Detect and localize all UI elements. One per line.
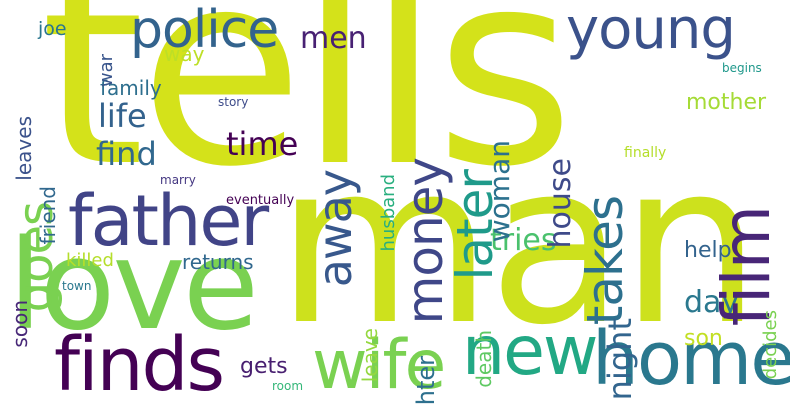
word-men: men xyxy=(300,21,367,56)
word-home: home xyxy=(592,316,790,402)
word-young: young xyxy=(566,0,736,62)
word-finds: finds xyxy=(54,322,225,405)
word-police: police xyxy=(130,0,279,60)
word-war: war xyxy=(96,54,117,88)
word-tells: tells xyxy=(40,0,575,226)
word-night: night xyxy=(601,318,639,401)
word-help: help xyxy=(684,238,732,263)
word-friend: friend xyxy=(36,186,60,245)
word-way: way xyxy=(164,42,205,66)
word-killed: killed xyxy=(66,250,114,271)
word-eventually: eventually xyxy=(226,193,295,208)
word-leave: leave xyxy=(358,328,382,383)
word-finally: finally xyxy=(624,145,667,161)
word-returns: returns xyxy=(182,250,254,274)
word-wife: wife xyxy=(312,326,446,405)
word-story: story xyxy=(218,95,249,109)
word-death: death xyxy=(472,330,496,388)
word-mother: mother xyxy=(686,90,767,115)
word-husband: husband xyxy=(378,174,399,252)
word-begins: begins xyxy=(722,61,762,75)
word-find: find xyxy=(96,135,157,173)
word-room: room xyxy=(272,379,304,393)
word-woman: woman xyxy=(483,140,516,243)
word-gets: gets xyxy=(240,354,288,379)
word-money: money xyxy=(396,158,454,325)
word-life: life xyxy=(98,97,147,135)
word-love: love xyxy=(8,214,259,358)
word-soon: soon xyxy=(8,300,32,348)
word-time: time xyxy=(226,125,299,163)
word-house: house xyxy=(543,158,578,249)
word-joe: joe xyxy=(38,18,67,40)
word-man: man xyxy=(276,116,761,374)
word-day: day xyxy=(684,285,740,320)
word-family: family xyxy=(100,76,162,100)
word-takes: takes xyxy=(576,196,634,326)
word-leaves: leaves xyxy=(12,116,36,181)
word-new: new xyxy=(462,312,599,391)
word-away: away xyxy=(308,170,362,288)
word-film: film xyxy=(708,206,785,327)
word-son: son xyxy=(684,326,723,351)
word-town: town xyxy=(62,279,92,293)
word-daughter: daughter xyxy=(412,356,440,405)
word-marry: marry xyxy=(160,173,196,187)
word-father: father xyxy=(68,180,269,262)
word-decides: decides xyxy=(760,310,781,380)
word-tries: tries xyxy=(490,223,557,258)
